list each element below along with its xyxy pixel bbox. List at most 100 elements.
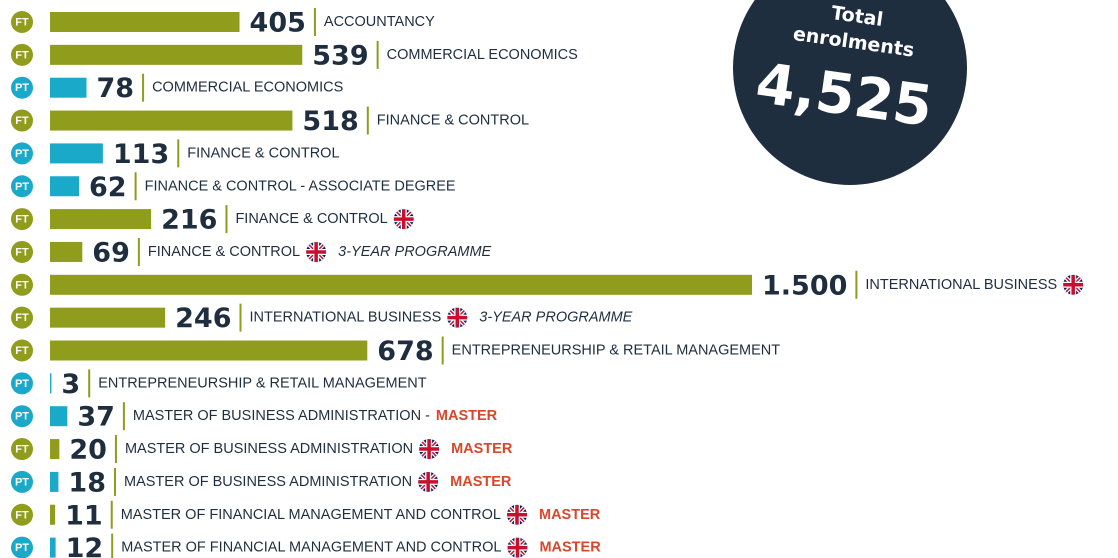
mode-label: FT <box>15 214 29 226</box>
mode-badge <box>11 372 33 395</box>
mode-badge <box>11 306 33 329</box>
english-flag <box>507 538 527 558</box>
english-flag <box>306 242 326 262</box>
category-label: ACCOUNTANCY <box>324 14 435 30</box>
mode-badge <box>11 339 33 362</box>
mode-label: PT <box>15 542 29 554</box>
category-label: FINANCE & CONTROL <box>148 244 300 260</box>
category-label: MASTER OF BUSINESS ADMINISTRATION <box>125 441 413 457</box>
mode-label: PT <box>15 82 29 94</box>
mode-label: FT <box>15 312 29 324</box>
bar <box>50 504 56 525</box>
mode-label: FT <box>15 49 29 61</box>
bar <box>50 241 83 262</box>
note: MASTER <box>450 474 512 490</box>
bar <box>50 406 68 427</box>
mode-label: FT <box>15 345 29 357</box>
category-label: ENTREPRENEURSHIP & RETAIL MANAGEMENT <box>452 343 781 359</box>
english-flag <box>447 308 467 328</box>
value-label: 62 <box>89 172 127 203</box>
category-label: MASTER OF BUSINESS ADMINISTRATION - <box>133 408 430 424</box>
english-flag <box>1063 275 1083 295</box>
mode-badge <box>11 438 33 461</box>
bar <box>50 44 303 65</box>
mode-badge <box>11 11 33 33</box>
category-label: INTERNATIONAL BUSINESS <box>250 310 442 326</box>
total-badge <box>733 0 967 185</box>
note: 3-YEAR PROGRAMME <box>338 244 491 260</box>
category-label: MASTER OF FINANCIAL MANAGEMENT AND CONTR… <box>121 540 501 556</box>
category-label: FINANCE & CONTROL - ASSOCIATE DEGREE <box>145 178 456 194</box>
note: 3-YEAR PROGRAMME <box>479 310 632 326</box>
mode-label: FT <box>15 279 29 291</box>
mode-badge <box>11 503 33 526</box>
bar <box>50 373 52 394</box>
bar <box>50 143 103 164</box>
bar <box>50 471 59 492</box>
mode-badge <box>11 240 33 263</box>
mode-label: FT <box>15 115 29 127</box>
bar <box>50 439 60 460</box>
value-label: 405 <box>250 8 306 39</box>
mode-badge <box>11 142 33 165</box>
bar <box>50 110 293 131</box>
english-flag <box>418 472 438 492</box>
category-label: MASTER OF BUSINESS ADMINISTRATION <box>124 474 412 490</box>
mode-badge <box>11 405 33 428</box>
value-label: 113 <box>113 139 169 170</box>
bar <box>50 537 56 558</box>
category-label: INTERNATIONAL BUSINESS <box>865 277 1057 293</box>
value-label: 1.500 <box>762 270 847 301</box>
bar <box>50 176 80 197</box>
mode-label: PT <box>15 148 29 160</box>
value-label: 11 <box>65 500 103 531</box>
category-label: FINANCE & CONTROL <box>187 145 339 161</box>
bar <box>50 209 152 230</box>
mode-badge <box>11 273 33 296</box>
english-flag <box>394 209 414 229</box>
mode-badge <box>11 175 33 198</box>
mode-label: FT <box>15 246 29 258</box>
category-label: FINANCE & CONTROL <box>377 113 529 129</box>
bar <box>50 12 240 32</box>
value-label: 18 <box>68 467 106 498</box>
bar <box>50 307 166 328</box>
mode-label: PT <box>15 378 29 390</box>
mode-label: FT <box>15 509 29 521</box>
mode-badge <box>11 43 33 66</box>
category-label: COMMERCIAL ECONOMICS <box>152 80 343 96</box>
mode-badge <box>11 109 33 132</box>
bar <box>50 77 87 98</box>
note: MASTER <box>451 441 513 457</box>
bar <box>50 340 368 361</box>
category-label: COMMERCIAL ECONOMICS <box>387 47 578 63</box>
value-label: 539 <box>312 40 368 71</box>
english-flag <box>419 439 439 459</box>
mode-badge <box>11 208 33 231</box>
category-label: MASTER OF FINANCIAL MANAGEMENT AND CONTR… <box>121 507 501 523</box>
category-label: FINANCE & CONTROL <box>235 211 387 227</box>
value-label: 20 <box>69 435 107 466</box>
value-label: 246 <box>175 303 231 334</box>
note: MASTER <box>539 507 601 523</box>
value-label: 518 <box>302 106 358 137</box>
value-label: 678 <box>377 336 433 367</box>
mode-label: FT <box>15 17 29 29</box>
mode-badge <box>11 76 33 99</box>
mode-label: PT <box>15 181 29 193</box>
value-label: 37 <box>77 402 115 433</box>
mode-label: PT <box>15 411 29 423</box>
bar <box>50 274 752 295</box>
mode-label: PT <box>15 476 29 488</box>
value-label: 69 <box>92 237 130 268</box>
category-label: ENTREPRENEURSHIP & RETAIL MANAGEMENT <box>98 375 427 391</box>
mode-badge <box>11 536 33 558</box>
value-label: 12 <box>66 533 104 558</box>
note: MASTER <box>436 408 498 424</box>
mode-label: FT <box>15 444 29 456</box>
value-label: 216 <box>161 205 217 236</box>
english-flag <box>507 505 527 525</box>
mode-badge <box>11 470 33 493</box>
value-label: 78 <box>97 73 135 104</box>
